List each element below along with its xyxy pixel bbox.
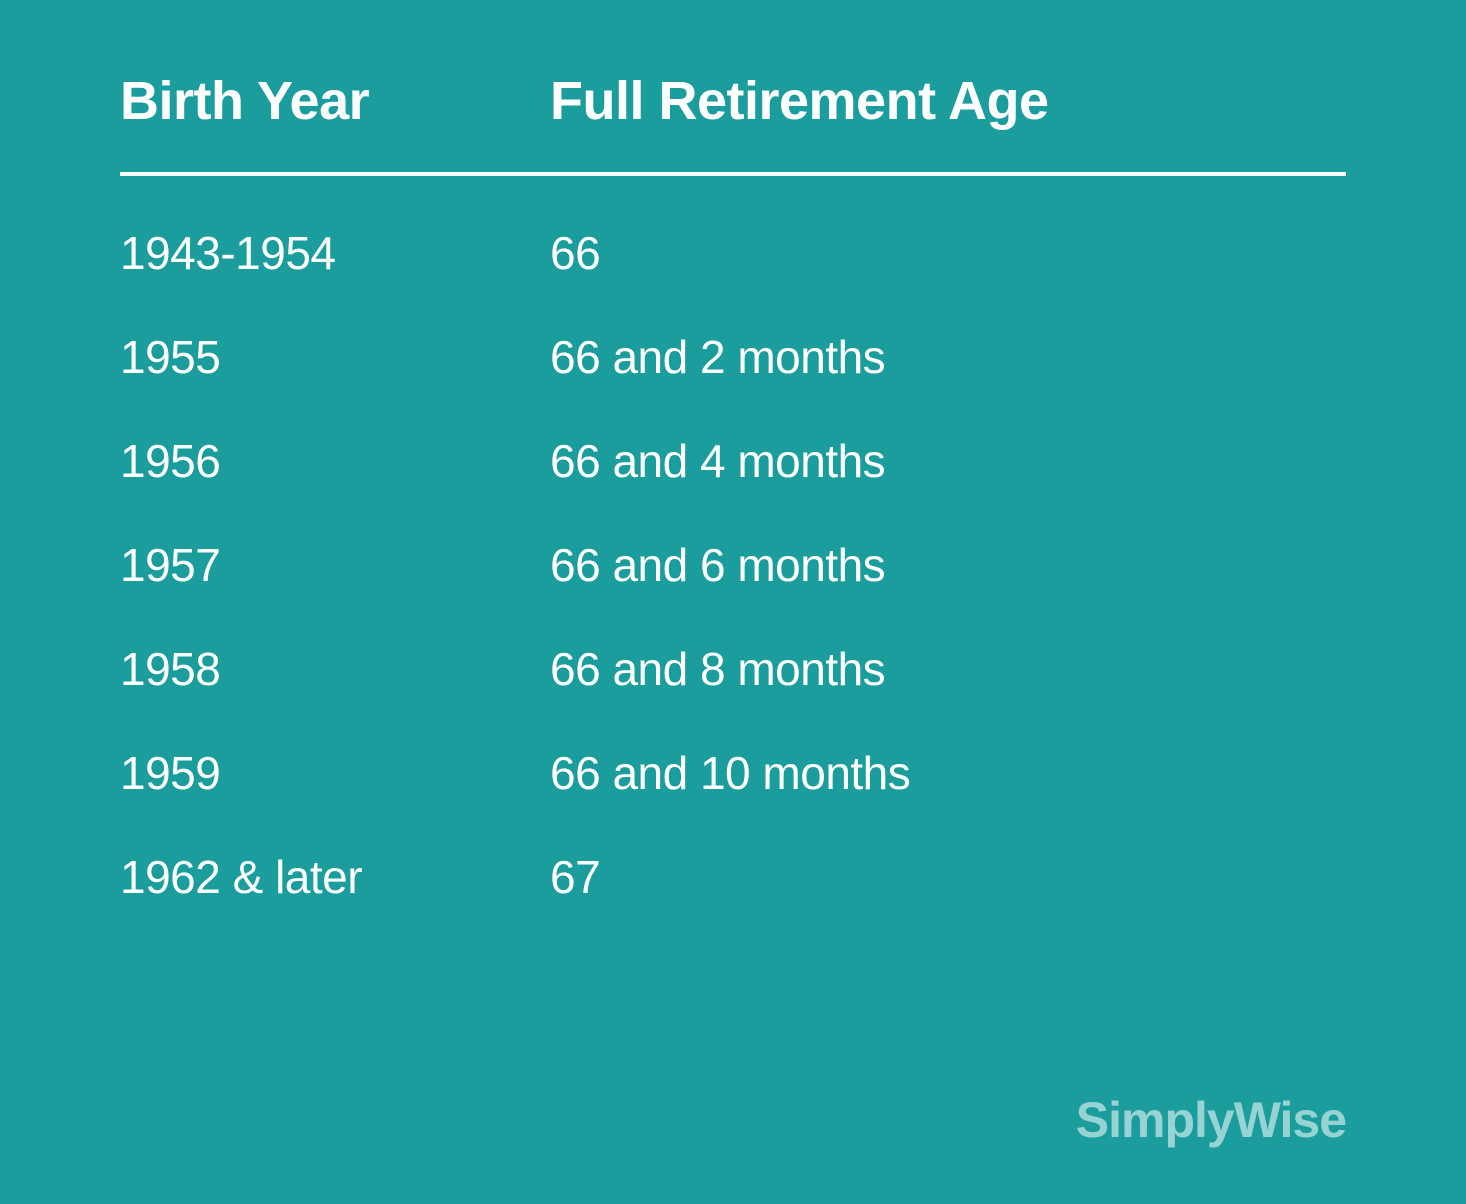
table-row: 1943-195466: [120, 226, 1346, 280]
retirement-age-table: Birth Year Full Retirement Age 1943-1954…: [0, 0, 1466, 954]
column-header-birth-year: Birth Year: [120, 70, 550, 132]
cell-retirement-age: 66: [550, 226, 1346, 280]
column-header-retirement-age: Full Retirement Age: [550, 70, 1346, 132]
cell-retirement-age: 66 and 2 months: [550, 330, 1346, 384]
cell-birth-year: 1958: [120, 642, 550, 696]
table-body: 1943-195466195566 and 2 months195666 and…: [120, 226, 1346, 954]
brand-logo-text: SimplyWise: [1076, 1091, 1346, 1149]
table-row: 195766 and 6 months: [120, 538, 1346, 592]
cell-retirement-age: 66 and 8 months: [550, 642, 1346, 696]
table-row: 195966 and 10 months: [120, 746, 1346, 800]
table-row: 195566 and 2 months: [120, 330, 1346, 384]
cell-birth-year: 1956: [120, 434, 550, 488]
cell-birth-year: 1962 & later: [120, 850, 550, 904]
cell-birth-year: 1959: [120, 746, 550, 800]
cell-retirement-age: 66 and 6 months: [550, 538, 1346, 592]
table-row: 195866 and 8 months: [120, 642, 1346, 696]
cell-birth-year: 1943-1954: [120, 226, 550, 280]
cell-retirement-age: 66 and 4 months: [550, 434, 1346, 488]
table-row: 1962 & later67: [120, 850, 1346, 904]
table-row: 195666 and 4 months: [120, 434, 1346, 488]
cell-retirement-age: 66 and 10 months: [550, 746, 1346, 800]
cell-birth-year: 1955: [120, 330, 550, 384]
table-header-row: Birth Year Full Retirement Age: [120, 70, 1346, 176]
cell-retirement-age: 67: [550, 850, 1346, 904]
cell-birth-year: 1957: [120, 538, 550, 592]
